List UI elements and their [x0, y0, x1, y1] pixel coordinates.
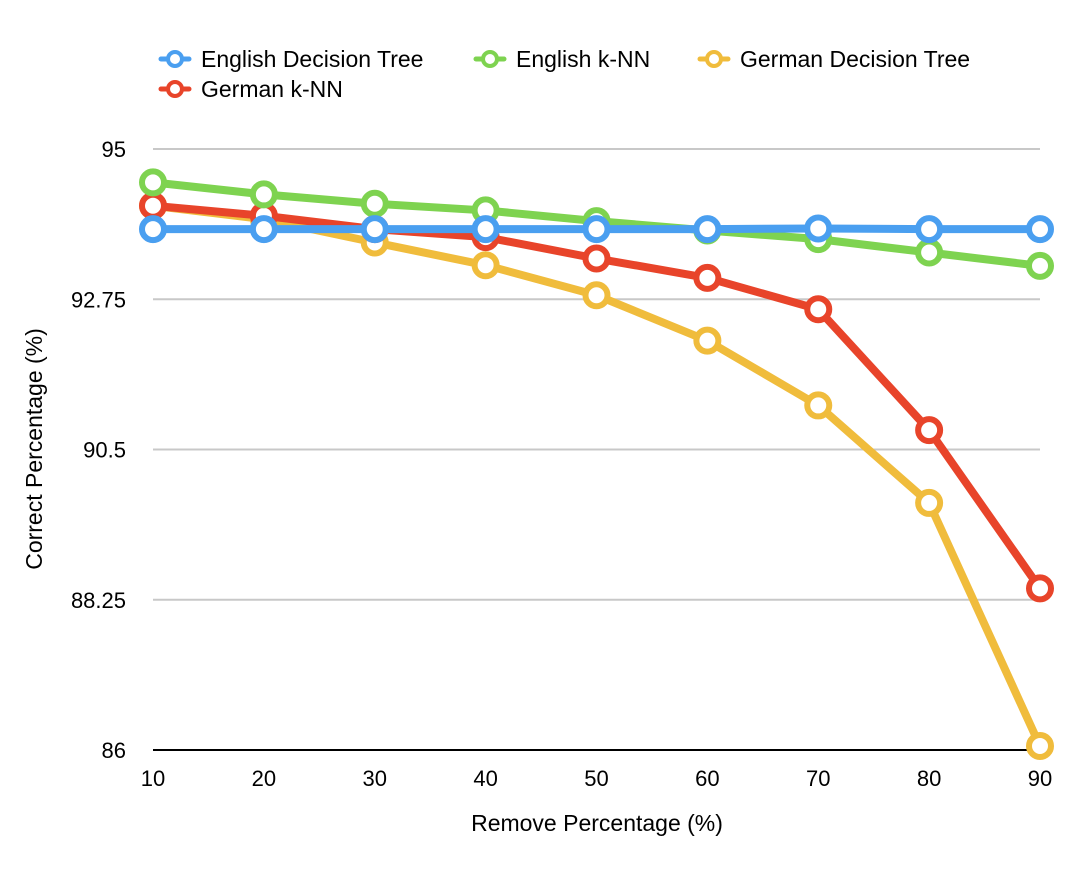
y-tick-label: 90.5 [83, 438, 126, 463]
data-point-german-k-nn [693, 263, 722, 292]
y-tick-label: 95 [102, 137, 126, 162]
data-point-english-decision-tree [249, 215, 278, 244]
data-point-english-decision-tree [471, 215, 500, 244]
legend-label: German k-NN [201, 76, 343, 102]
x-axis-title: Remove Percentage (%) [471, 810, 723, 836]
y-axis-title: Correct Percentage (%) [21, 328, 47, 570]
data-point-german-k-nn [582, 244, 611, 273]
data-point-english-decision-tree [360, 215, 389, 244]
x-tick-label: 80 [917, 766, 941, 791]
data-point-english-k-nn [249, 180, 278, 209]
legend-swatch-marker [481, 50, 499, 68]
grid-lines [153, 148, 1040, 751]
data-point-german-decision-tree [471, 251, 500, 280]
data-point-german-decision-tree [915, 488, 944, 517]
y-tick-label: 92.75 [71, 287, 126, 312]
data-point-german-decision-tree [582, 281, 611, 310]
series-group [139, 168, 1054, 760]
legend: English Decision Tree English k-NN German … [158, 46, 970, 102]
legend-label: German Decision Tree [740, 46, 970, 72]
data-point-german-decision-tree [693, 326, 722, 355]
data-point-english-decision-tree [582, 215, 611, 244]
series-english-decision-tree [139, 214, 1054, 244]
data-point-german-k-nn [915, 416, 944, 445]
legend-item-german-decision-tree: German Decision Tree [697, 46, 970, 72]
legend-swatch-marker [166, 50, 184, 68]
data-point-german-k-nn [1026, 574, 1054, 603]
data-point-english-k-nn [915, 238, 944, 267]
data-point-english-decision-tree [139, 215, 167, 244]
data-point-english-k-nn [360, 189, 389, 218]
x-tick-label: 70 [806, 766, 830, 791]
series-german-k-nn [139, 191, 1054, 603]
y-axis-ticks: 86 88.25 90.5 92.75 95 [71, 137, 126, 763]
x-tick-label: 10 [141, 766, 165, 791]
y-tick-label: 88.25 [71, 588, 126, 613]
data-point-german-decision-tree [804, 391, 833, 420]
legend-label: English k-NN [516, 46, 650, 72]
x-axis-ticks: 10 20 30 40 50 60 70 80 90 [141, 766, 1052, 791]
data-point-german-k-nn [804, 295, 833, 324]
legend-item-german-k-nn: German k-NN [158, 76, 343, 102]
x-tick-label: 40 [473, 766, 497, 791]
legend-item-english-decision-tree: English Decision Tree [158, 46, 423, 72]
x-tick-label: 30 [363, 766, 387, 791]
legend-swatch-marker [166, 80, 184, 98]
legend-label: English Decision Tree [201, 46, 423, 72]
x-tick-label: 50 [584, 766, 608, 791]
data-point-english-decision-tree [804, 214, 833, 243]
y-tick-label: 86 [102, 738, 126, 763]
x-tick-label: 20 [252, 766, 276, 791]
data-point-german-decision-tree [1026, 731, 1054, 760]
series-german-decision-tree [139, 191, 1054, 760]
legend-swatch-marker [705, 50, 723, 68]
data-point-english-decision-tree [1026, 215, 1054, 244]
legend-item-english-k-nn: English k-NN [473, 46, 650, 72]
data-point-english-k-nn [139, 168, 167, 197]
x-tick-label: 60 [695, 766, 719, 791]
data-point-english-decision-tree [693, 215, 722, 244]
data-point-english-k-nn [1026, 251, 1054, 280]
data-point-german-k-nn [139, 191, 167, 220]
x-tick-label: 90 [1028, 766, 1052, 791]
data-point-english-decision-tree [915, 215, 944, 244]
